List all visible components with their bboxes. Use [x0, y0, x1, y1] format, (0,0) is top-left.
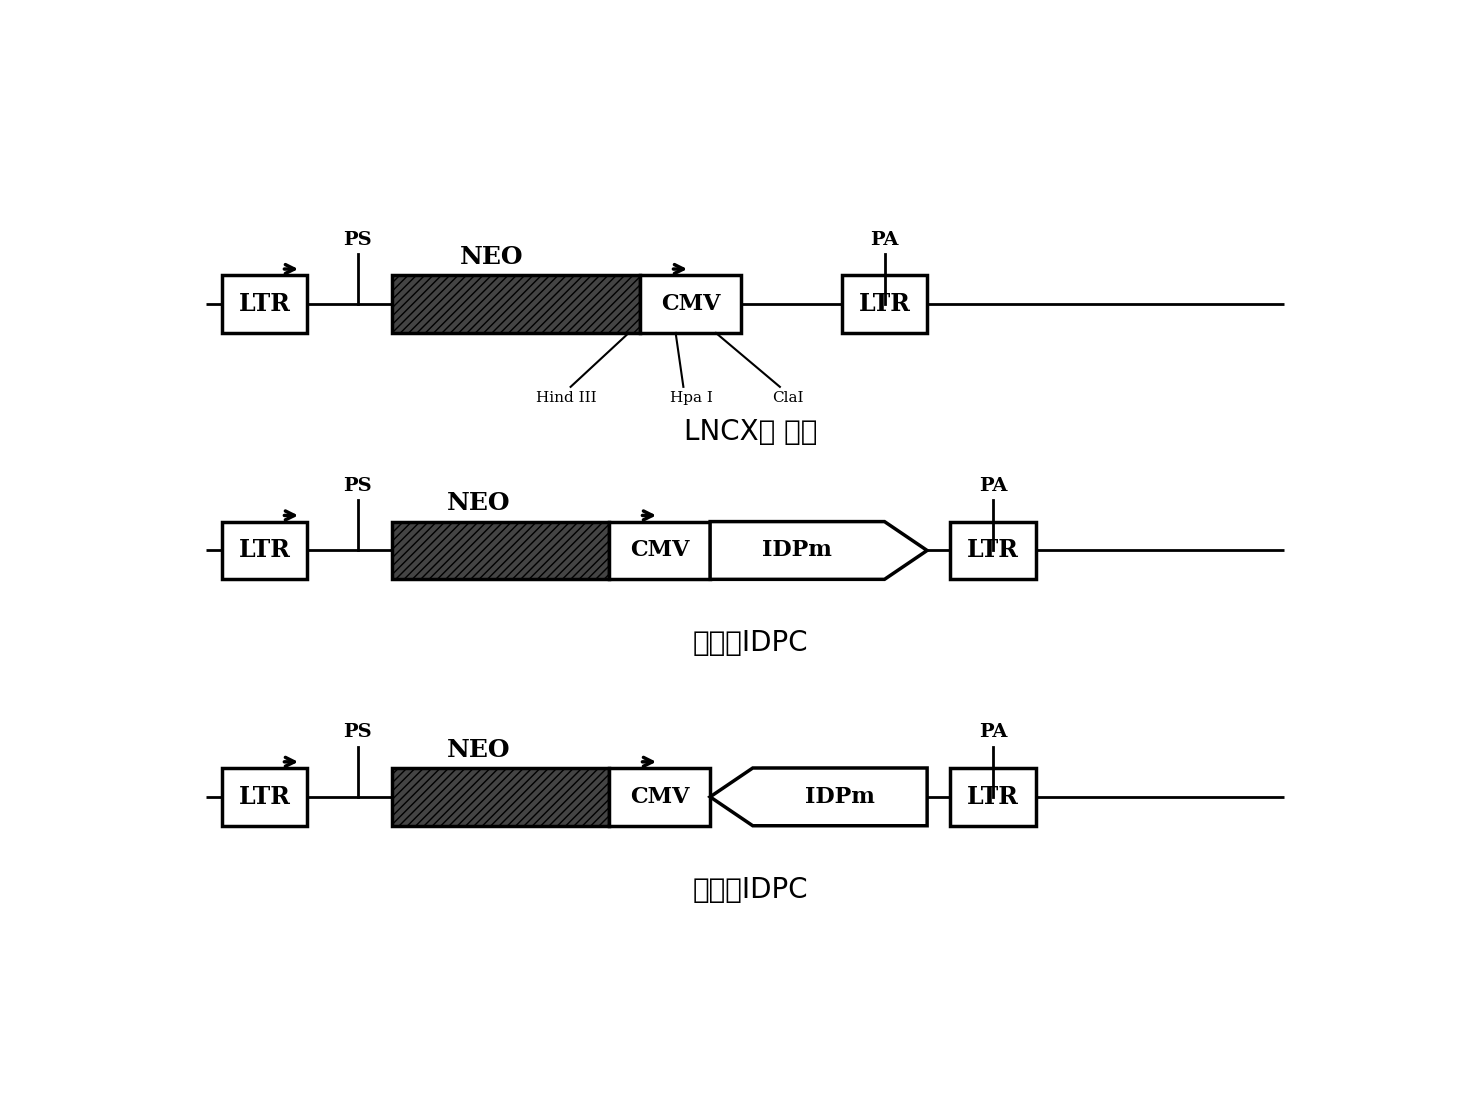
- Text: CMV: CMV: [630, 539, 690, 561]
- Bar: [640, 275, 741, 333]
- Text: LTR: LTR: [239, 785, 290, 808]
- Text: IDPm: IDPm: [762, 539, 832, 561]
- Bar: [221, 522, 308, 579]
- Polygon shape: [711, 522, 927, 579]
- Bar: [609, 768, 711, 826]
- Text: Hpa I: Hpa I: [670, 390, 712, 405]
- Text: 正义－IDPC: 正义－IDPC: [693, 630, 809, 657]
- Bar: [221, 768, 308, 826]
- Text: LTR: LTR: [239, 292, 290, 317]
- Bar: [393, 768, 609, 826]
- Text: PA: PA: [979, 724, 1008, 741]
- Text: CMV: CMV: [630, 785, 690, 807]
- Text: LTR: LTR: [967, 538, 1020, 563]
- Bar: [221, 275, 308, 333]
- Bar: [609, 522, 711, 579]
- Text: ClaI: ClaI: [772, 390, 803, 405]
- Text: NEO: NEO: [460, 245, 523, 269]
- Bar: [951, 522, 1036, 579]
- Text: PS: PS: [343, 476, 372, 495]
- Text: NEO: NEO: [447, 738, 511, 762]
- Text: PS: PS: [343, 231, 372, 248]
- Text: PS: PS: [343, 724, 372, 741]
- Text: PA: PA: [870, 231, 898, 248]
- Text: Hind III: Hind III: [536, 390, 598, 405]
- Text: LTR: LTR: [967, 785, 1020, 808]
- Text: CMV: CMV: [661, 293, 721, 315]
- Text: PA: PA: [979, 476, 1008, 495]
- Text: LNCX－ 载体: LNCX－ 载体: [684, 418, 817, 446]
- Bar: [951, 768, 1036, 826]
- Text: LTR: LTR: [239, 538, 290, 563]
- Bar: [842, 275, 927, 333]
- Text: NEO: NEO: [447, 492, 511, 515]
- Bar: [393, 522, 609, 579]
- Text: IDPm: IDPm: [804, 785, 875, 807]
- Text: 反义－IDPC: 反义－IDPC: [693, 876, 809, 903]
- Polygon shape: [711, 768, 927, 826]
- Text: LTR: LTR: [858, 292, 910, 317]
- Bar: [393, 275, 640, 333]
